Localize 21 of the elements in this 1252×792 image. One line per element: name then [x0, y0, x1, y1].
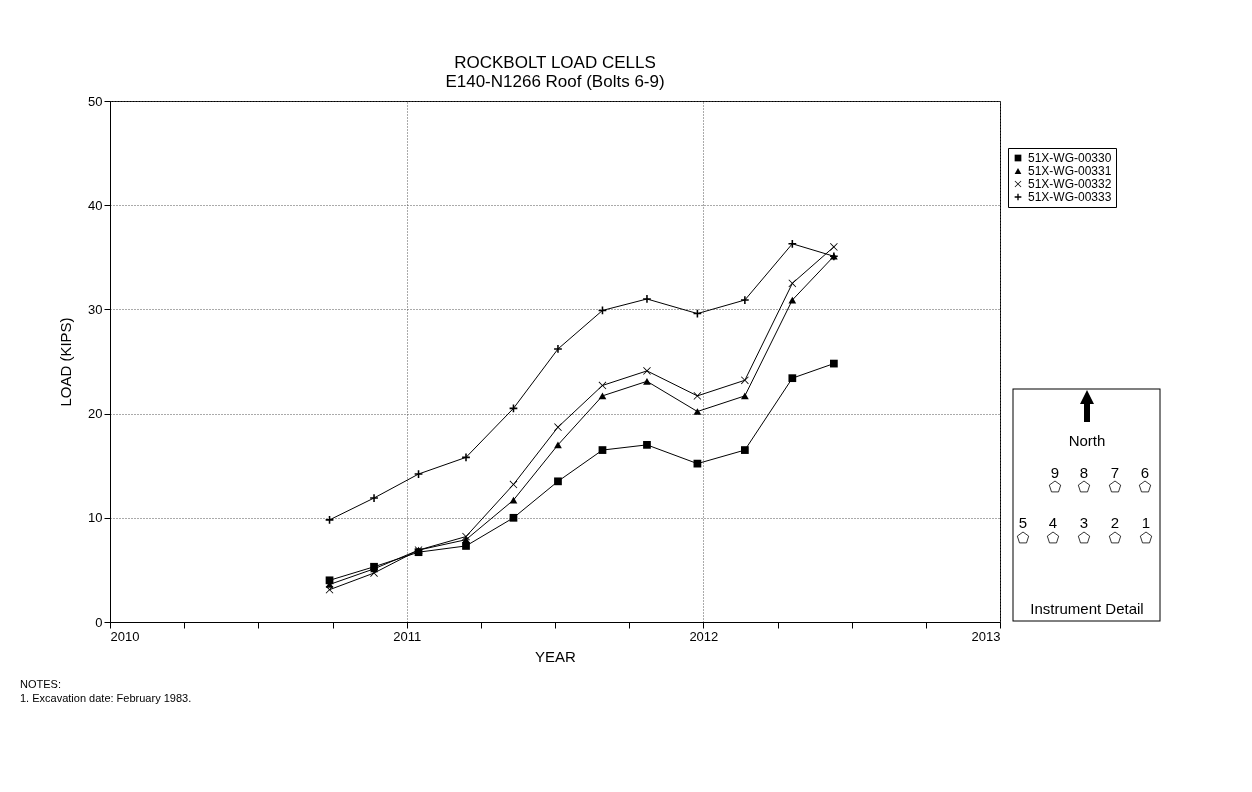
y-tick-label: 20 — [88, 406, 103, 422]
x-axis-title: YEAR — [535, 647, 577, 665]
legend-label: 51X-WG-00331 — [1028, 164, 1112, 178]
legend-label: 51X-WG-00330 — [1028, 151, 1112, 165]
y-tick-label: 50 — [88, 93, 103, 109]
y-tick-label: 10 — [88, 510, 103, 526]
y-tick-label: 0 — [95, 614, 103, 630]
x-tick-label: 2011 — [393, 628, 422, 644]
y-tick-label: 30 — [88, 301, 103, 317]
legend-label: 51X-WG-00333 — [1028, 190, 1112, 204]
y-axis-title: LOAD (KIPS) — [57, 317, 75, 407]
x-tick-label: 2013 — [971, 628, 1001, 644]
legend-label: 51X-WG-00332 — [1028, 177, 1112, 191]
x-tick-label: 2010 — [110, 628, 140, 644]
chart-title: ROCKBOLT LOAD CELLS — [454, 53, 656, 72]
text: NOTES: — [20, 678, 61, 690]
x-tick-label: 2012 — [689, 628, 719, 644]
text: 1. Excavation date: February 1983. — [20, 692, 192, 704]
y-tick-label: 40 — [88, 197, 103, 213]
instrument-detail-inset: North 9 8 7 6 5 4 3 2 1 Instrument Detail — [1012, 388, 1162, 624]
chart-subtitle: E140-N1266 Roof (Bolts 6-9) — [445, 72, 665, 91]
